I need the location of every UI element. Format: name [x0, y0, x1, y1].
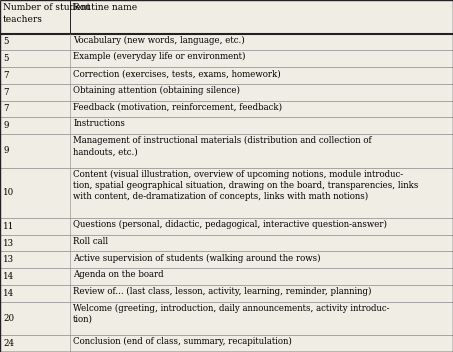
Text: 7: 7 [3, 71, 9, 80]
Text: Feedback (motivation, reinforcement, feedback): Feedback (motivation, reinforcement, fee… [73, 102, 282, 112]
Text: 5: 5 [3, 54, 9, 63]
Text: Welcome (greeting, introduction, daily announcements, activity introduc-
tion): Welcome (greeting, introduction, daily a… [73, 304, 390, 324]
Text: 7: 7 [3, 105, 9, 113]
Text: 24: 24 [3, 339, 14, 348]
Text: 14: 14 [3, 272, 14, 281]
Text: Obtaining attention (obtaining silence): Obtaining attention (obtaining silence) [73, 86, 240, 95]
Text: 11: 11 [3, 222, 14, 231]
Text: Routine name: Routine name [73, 3, 137, 12]
Text: Instructions: Instructions [73, 119, 125, 128]
Text: 5: 5 [3, 37, 9, 46]
Text: Management of instructional materials (distribution and collection of
handouts, : Management of instructional materials (d… [73, 136, 372, 156]
Text: Conclusion (end of class, summary, recapitulation): Conclusion (end of class, summary, recap… [73, 337, 292, 346]
Text: 13: 13 [3, 239, 14, 247]
Text: Questions (personal, didactic, pedagogical, interactive question-answer): Questions (personal, didactic, pedagogic… [73, 220, 387, 229]
Text: Review of... (last class, lesson, activity, learning, reminder, planning): Review of... (last class, lesson, activi… [73, 287, 372, 296]
Text: Agenda on the board: Agenda on the board [73, 270, 164, 279]
Text: 9: 9 [3, 121, 9, 130]
Text: Roll call: Roll call [73, 237, 108, 246]
Text: Example (everyday life or environment): Example (everyday life or environment) [73, 52, 246, 61]
Text: 10: 10 [3, 188, 14, 197]
Text: Content (visual illustration, overview of upcoming notions, module introduc-
tio: Content (visual illustration, overview o… [73, 170, 419, 201]
Text: 13: 13 [3, 255, 14, 264]
Text: Number of student
teachers: Number of student teachers [3, 3, 91, 24]
Text: Correction (exercises, tests, exams, homework): Correction (exercises, tests, exams, hom… [73, 69, 281, 78]
Text: 7: 7 [3, 88, 9, 97]
Text: Vocabulary (new words, language, etc.): Vocabulary (new words, language, etc.) [73, 36, 245, 45]
Text: 20: 20 [3, 314, 14, 323]
Text: Active supervision of students (walking around the rows): Active supervision of students (walking … [73, 253, 321, 263]
Text: 14: 14 [3, 289, 14, 298]
Text: 9: 9 [3, 146, 9, 155]
